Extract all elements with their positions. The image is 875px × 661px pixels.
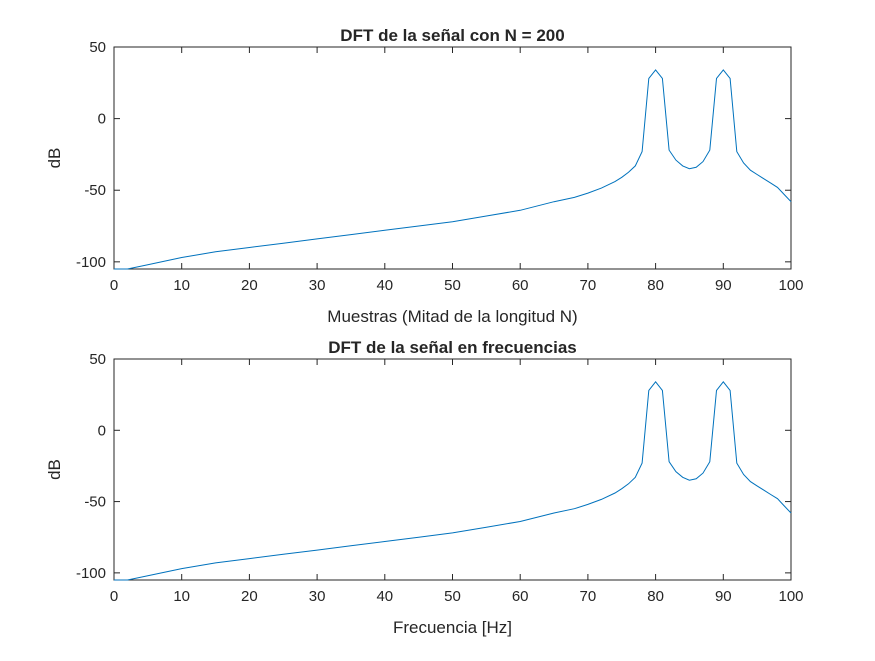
subplot-bottom: 0 10 20 30 40 50 60 70 80 90 100 50 0 -50 -100 DFT de … [45, 338, 804, 637]
x-tick-label: 20 [241, 277, 258, 294]
x-tick-label: 80 [647, 588, 664, 605]
series-line [114, 69, 792, 270]
y-axis-label: dB [45, 459, 64, 480]
tick-labels: 0 10 20 30 40 50 60 70 80 90 100 50 0 -50 -100 [76, 351, 804, 605]
x-tick-label: 0 [110, 588, 118, 605]
x-tick-label: 40 [376, 277, 393, 294]
x-tick-label: 50 [444, 588, 461, 605]
subplot-top: 0 10 20 30 40 50 60 70 80 90 100 50 0 -50 -100 DFT de … [45, 26, 804, 326]
x-tick-label: 90 [715, 588, 732, 605]
x-tick-label: 30 [309, 588, 326, 605]
y-tick-label: 50 [89, 351, 106, 368]
y-tick-label: -50 [84, 182, 106, 199]
tick-labels: 0 10 20 30 40 50 60 70 80 90 100 50 0 -50 -100 [76, 39, 804, 294]
plot-area [113, 46, 792, 270]
chart-title: DFT de la señal en frecuencias [328, 338, 576, 357]
x-tick-label: 70 [580, 277, 597, 294]
x-tick-label: 10 [173, 277, 190, 294]
tick-marks [113, 46, 792, 269]
x-tick-label: 30 [309, 277, 326, 294]
y-tick-label: -100 [76, 254, 106, 271]
x-axis-label: Muestras (Mitad de la longitud N) [327, 307, 577, 326]
x-axis-label: Frecuencia [Hz] [393, 618, 512, 637]
x-tick-label: 90 [715, 277, 732, 294]
x-tick-label: 40 [376, 588, 393, 605]
y-tick-label: -50 [84, 494, 106, 511]
x-tick-label: 100 [778, 277, 803, 294]
x-tick-label: 60 [512, 277, 529, 294]
y-tick-label: 50 [89, 39, 106, 56]
x-tick-label: 100 [778, 588, 803, 605]
x-tick-label: 60 [512, 588, 529, 605]
x-tick-label: 70 [580, 588, 597, 605]
tick-marks [113, 358, 792, 580]
x-tick-label: 80 [647, 277, 664, 294]
y-axis-label: dB [45, 148, 64, 169]
x-tick-label: 10 [173, 588, 190, 605]
y-tick-label: 0 [98, 422, 106, 439]
series-line [114, 380, 792, 581]
x-tick-label: 20 [241, 588, 258, 605]
y-tick-label: -100 [76, 565, 106, 582]
plot-area [113, 358, 792, 581]
x-tick-label: 0 [110, 277, 118, 294]
chart-title: DFT de la señal con N = 200 [340, 26, 564, 45]
x-tick-label: 50 [444, 277, 461, 294]
y-tick-label: 0 [98, 111, 106, 128]
